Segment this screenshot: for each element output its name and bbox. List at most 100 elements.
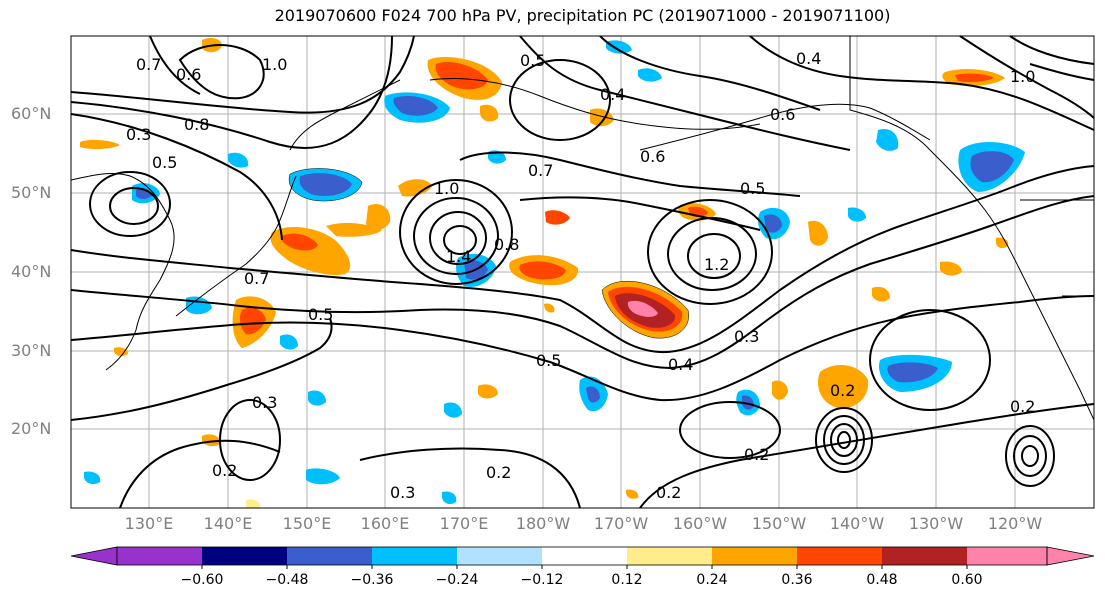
lon-label: 150°W xyxy=(751,514,807,533)
lon-label: 160°E xyxy=(360,514,410,533)
contour-label: 0.8 xyxy=(184,115,209,134)
precip-area xyxy=(545,210,570,225)
pv-contour xyxy=(1009,35,1095,65)
contour-label: 1.2 xyxy=(704,255,729,274)
precip-area xyxy=(366,203,391,230)
coastline-north-america xyxy=(849,36,1095,421)
colorbar-segment xyxy=(712,547,797,565)
colorbar-segment xyxy=(202,547,287,565)
precip-area xyxy=(742,395,754,410)
lon-label: 140°W xyxy=(829,514,885,533)
precip-area xyxy=(772,380,788,400)
pv-contour xyxy=(70,195,1095,370)
pv-closed-contours xyxy=(89,59,1055,487)
colorbar-segment xyxy=(797,547,882,565)
pv-contour xyxy=(823,415,865,465)
pv-contour xyxy=(647,199,773,305)
colorbar-tick-label: 0.48 xyxy=(866,572,898,588)
precip-positive-areas xyxy=(80,38,1009,508)
precip-area xyxy=(299,173,352,196)
graticule xyxy=(71,36,1094,508)
contour-label: 0.3 xyxy=(734,327,759,346)
pv-contour xyxy=(749,35,1095,131)
contour-label: 0.5 xyxy=(308,305,333,324)
precip-area xyxy=(586,386,600,403)
precip-area xyxy=(848,207,866,222)
colorbar-segment xyxy=(627,547,712,565)
contour-label: 1.0 xyxy=(1010,67,1035,86)
contour-label: 0.7 xyxy=(244,269,269,288)
coastlines xyxy=(70,36,1095,421)
precip-area xyxy=(398,179,432,197)
precip-area xyxy=(444,402,462,418)
precip-area xyxy=(80,139,120,150)
colorbar-segment xyxy=(287,547,372,565)
colorbar-ticks xyxy=(201,565,968,569)
precip-area xyxy=(84,471,101,485)
pv-contour xyxy=(70,113,283,241)
precip-area xyxy=(478,384,498,399)
contour-label: 0.5 xyxy=(740,179,765,198)
pv-contour xyxy=(178,44,265,100)
precip-area xyxy=(308,390,326,406)
colorbar-tick-label: −0.24 xyxy=(435,572,479,588)
precip-area xyxy=(876,128,899,151)
precip-area xyxy=(202,434,221,447)
coastline-aleutians xyxy=(639,103,931,151)
colorbar-segment xyxy=(117,547,202,565)
pv-contour xyxy=(815,407,873,473)
pv-contour xyxy=(1021,445,1039,467)
pv-contour xyxy=(429,211,487,265)
precip-area xyxy=(872,286,890,302)
precip-area xyxy=(996,237,1009,249)
colorbar-tick-label: 0.60 xyxy=(951,572,983,588)
contour-label: 0.7 xyxy=(136,55,161,74)
precip-area xyxy=(544,303,555,313)
colorbar-segment xyxy=(372,547,457,565)
lon-label: 130°W xyxy=(908,514,964,533)
pv-contour xyxy=(599,35,821,111)
precip-area xyxy=(435,61,488,90)
pv-contour xyxy=(70,317,333,421)
contour-label: 0.6 xyxy=(640,147,665,166)
lat-label: 60°N xyxy=(11,104,52,123)
precip-area xyxy=(480,104,499,122)
contour-label: 0.3 xyxy=(252,393,277,412)
contour-label: 0.2 xyxy=(1010,397,1035,416)
precip-area xyxy=(940,261,962,276)
colorbar-tick-label: 0.24 xyxy=(696,572,728,588)
colorbar-segment xyxy=(542,547,627,565)
pv-contour xyxy=(869,309,991,411)
contour-label: 0.4 xyxy=(668,355,693,374)
precip-area xyxy=(281,233,318,251)
contour-label: 0.4 xyxy=(796,49,821,68)
contour-label: 0.2 xyxy=(212,461,237,480)
colorbar-tick-label: 0.12 xyxy=(611,572,643,588)
coastline-japan xyxy=(175,175,297,317)
contour-label: 0.6 xyxy=(770,105,795,124)
precip-area xyxy=(627,300,658,317)
colorbar-tick-label: −0.12 xyxy=(520,572,564,588)
colorbar-segment xyxy=(457,547,542,565)
colorbar-segment xyxy=(882,547,967,565)
lon-label: 160°W xyxy=(672,514,728,533)
pv-contour xyxy=(519,35,851,151)
pv-contour xyxy=(359,447,581,509)
map-panel: 0.7 0.6 1.0 0.5 0.4 0.8 0.3 0.7 0.5 1.0 … xyxy=(70,35,1095,509)
pv-contour xyxy=(219,399,281,481)
contour-label: 1.0 xyxy=(434,179,459,198)
lon-label: 150°E xyxy=(282,514,332,533)
colorbar-segment xyxy=(967,547,1047,565)
precip-area xyxy=(306,468,340,485)
pv-contour xyxy=(109,187,159,225)
precip-area xyxy=(887,362,938,383)
colorbar-extend-low xyxy=(70,546,118,566)
colorbar-tick-label: −0.60 xyxy=(180,572,224,588)
lon-label: 120°W xyxy=(987,514,1043,533)
colorbar-frame xyxy=(116,546,1048,566)
pv-contour xyxy=(519,196,761,231)
pv-contour xyxy=(679,401,781,459)
lat-label: 30°N xyxy=(11,341,52,360)
pv-contour xyxy=(837,431,851,449)
precip-area xyxy=(970,151,1014,183)
